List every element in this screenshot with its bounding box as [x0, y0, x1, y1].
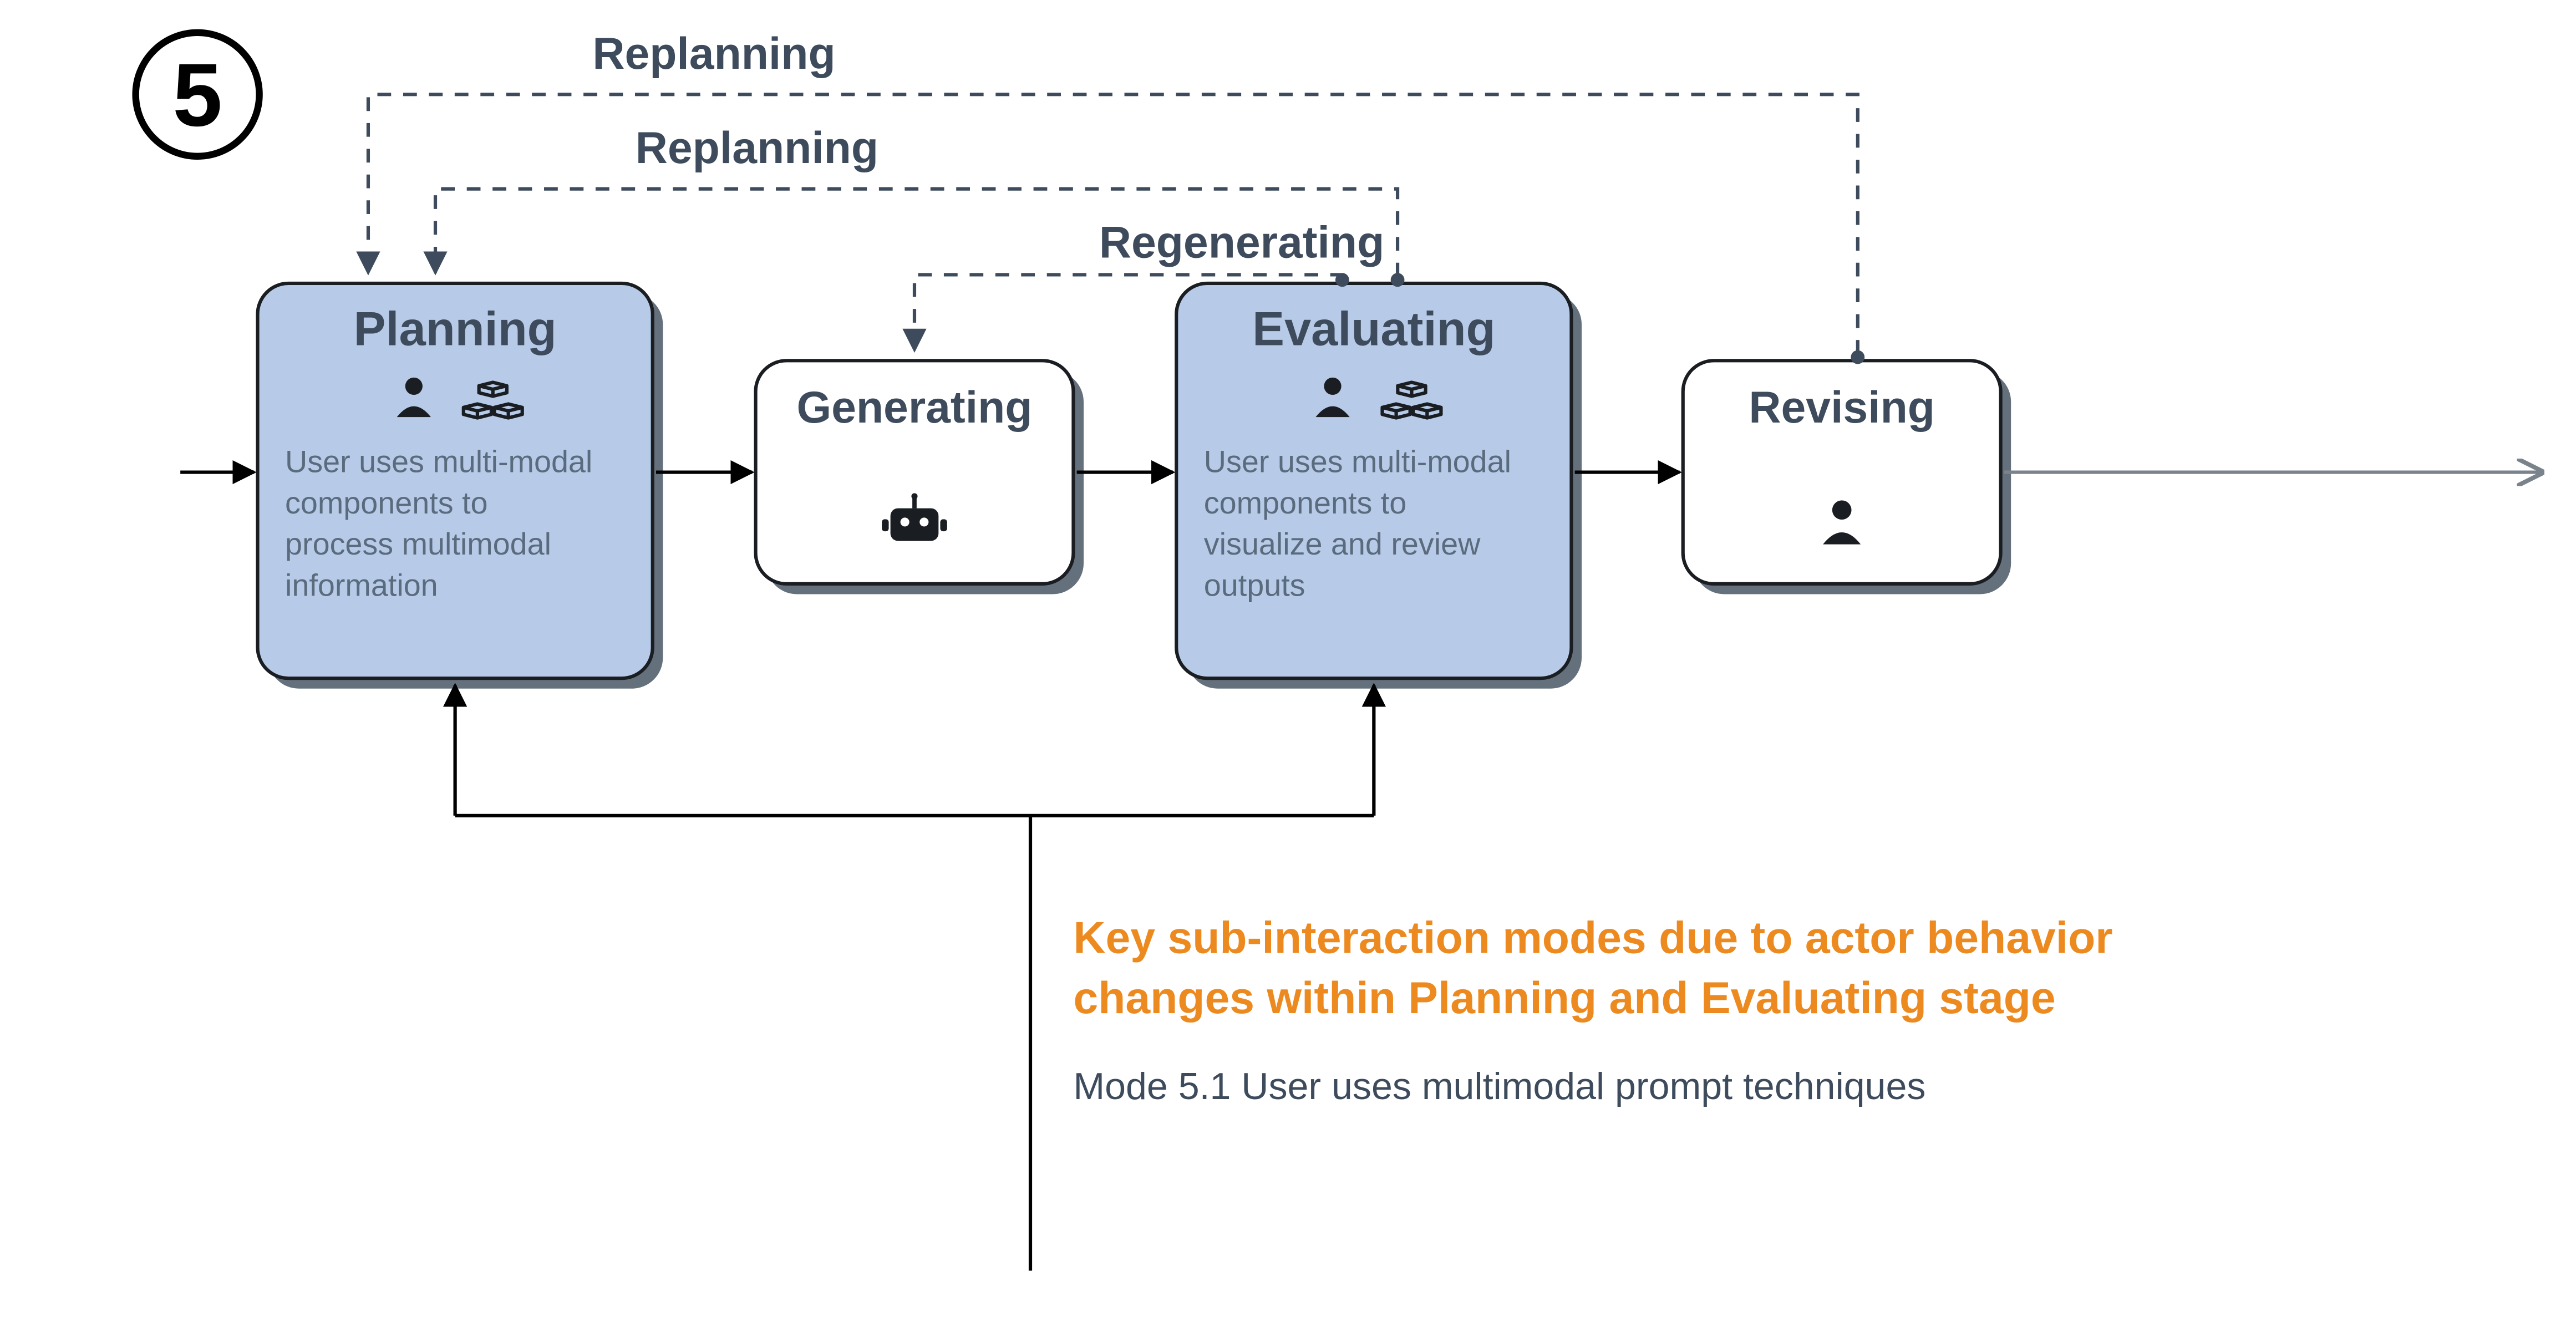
- caption-key-line-2: changes within Planning and Evaluating s…: [1073, 973, 2055, 1023]
- node-evaluating: Evaluating User uses multi-modal component…: [1176, 283, 1582, 689]
- loop-regenerating-label: Regenerating: [1099, 217, 1384, 267]
- node-planning-desc-2: process multimodal: [285, 527, 551, 561]
- loop-replanning_outer-label: Replanning: [592, 29, 835, 79]
- badge-number: 5: [172, 45, 222, 145]
- node-evaluating-desc-3: outputs: [1204, 568, 1305, 603]
- node-planning-desc-0: User uses multi-modal: [285, 445, 592, 479]
- caption-mode-line: Mode 5.1 User uses multimodal prompt tec…: [1073, 1065, 1925, 1107]
- caption-key-line-1: Key sub-interaction modes due to actor b…: [1073, 913, 2112, 963]
- node-evaluating-title: Evaluating: [1252, 302, 1495, 355]
- node-revising: Revising: [1683, 360, 2011, 594]
- node-evaluating-desc-0: User uses multi-modal: [1204, 445, 1511, 479]
- node-generating-title: Generating: [797, 383, 1033, 433]
- node-planning-desc-3: information: [285, 568, 438, 603]
- node-evaluating-desc-1: components to: [1204, 486, 1407, 520]
- node-generating: Generating: [756, 360, 1084, 594]
- node-revising-title: Revising: [1749, 383, 1935, 433]
- node-planning-desc-1: components to: [285, 486, 488, 520]
- node-planning-title: Planning: [354, 302, 557, 355]
- node-planning: Planning User uses multi-modal components …: [258, 283, 663, 689]
- loop-replanning_inner-label: Replanning: [636, 123, 878, 173]
- node-evaluating-desc-2: visualize and review: [1204, 527, 1481, 561]
